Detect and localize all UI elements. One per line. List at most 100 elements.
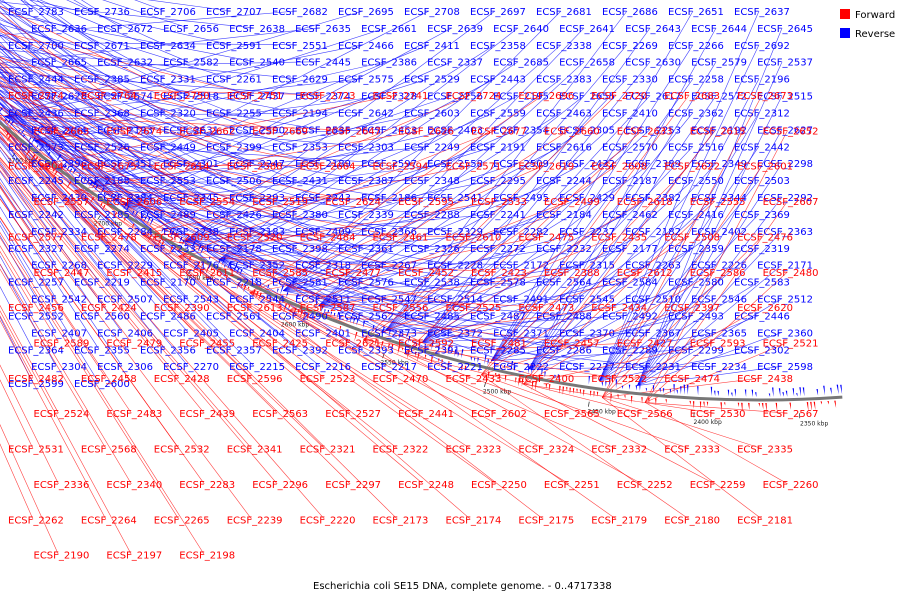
forward-feature [152, 236, 156, 241]
connector-line [36, 0, 100, 46]
reverse-feature [17, 129, 20, 134]
reverse-feature [454, 349, 457, 357]
feature-label: ECSF_2198 [179, 551, 235, 562]
connector-line [523, 383, 715, 485]
reverse-feature [683, 384, 685, 395]
connector-line [0, 46, 255, 164]
connector-line [0, 56, 252, 166]
feature-label: ECSF_2533 [471, 197, 527, 208]
connector-line [644, 130, 788, 403]
connector-line [39, 164, 398, 520]
forward-feature [723, 402, 726, 406]
reverse-feature [31, 137, 36, 145]
feature-label: ECSF_2677 [471, 126, 527, 137]
connector-line [123, 204, 453, 232]
forward-feature [226, 275, 228, 280]
feature-label: ECSF_2537 [757, 58, 813, 69]
feature-label: ECSF_2656 [163, 24, 219, 35]
connector-line [0, 32, 232, 147]
connector-line [185, 241, 496, 249]
connector-line [0, 44, 179, 166]
forward-feature [157, 239, 162, 247]
connector-line [528, 230, 717, 370]
connector-line [598, 44, 760, 382]
feature-label: ECSF_2179 [591, 515, 647, 526]
connector-line [92, 182, 430, 282]
connector-line [141, 165, 471, 235]
forward-feature [430, 356, 433, 366]
connector-line [0, 2, 123, 96]
connector-line [385, 179, 628, 331]
connector-line [288, 200, 570, 311]
feature-label: ECSF_2283 [179, 480, 235, 491]
feature-label: ECSF_2560 [74, 311, 130, 322]
forward-feature [706, 401, 709, 407]
feature-label: ECSF_2398 [272, 244, 328, 255]
connector-line [0, 116, 123, 265]
feature-label: ECSF_2491 [493, 295, 549, 306]
forward-feature [188, 256, 192, 262]
feature-label: ECSF_2629 [272, 75, 328, 86]
connector-line [0, 170, 100, 316]
reverse-feature [66, 166, 70, 172]
feature-label: ECSF_2490 [272, 311, 328, 322]
forward-feature [401, 347, 404, 351]
feature-label: ECSF_2585 [252, 268, 308, 279]
feature-label: ECSF_2583 [734, 278, 790, 289]
feature-label: ECSF_2256 [427, 92, 483, 103]
reverse-feature [134, 211, 139, 218]
reverse-feature [802, 387, 805, 397]
feature-label: ECSF_2526 [74, 142, 130, 153]
reverse-feature [717, 390, 719, 397]
feature-label: ECSF_2426 [206, 210, 262, 221]
connector-line [0, 63, 107, 166]
feature-label: ECSF_2248 [398, 480, 454, 491]
feature-label: ECSF_2634 [140, 41, 196, 52]
reverse-feature [20, 129, 25, 136]
forward-feature [266, 295, 269, 301]
connector-line [178, 255, 497, 414]
feature-label: ECSF_2579 [691, 58, 747, 69]
feature-label: ECSF_2370 [559, 328, 615, 339]
feature-label: ECSF_2503 [734, 176, 790, 187]
forward-feature [827, 401, 829, 405]
connector-line [385, 44, 628, 331]
forward-feature [720, 402, 722, 412]
reverse-feature [330, 311, 333, 316]
forward-feature [590, 390, 592, 397]
connector-line [0, 159, 180, 379]
feature-label: ECSF_2604 [8, 162, 64, 173]
feature-label: ECSF_2410 [602, 109, 658, 120]
connector-line [249, 94, 544, 294]
reverse-feature [170, 230, 175, 239]
feature-label: ECSF_2616 [536, 142, 592, 153]
connector-line [0, 83, 298, 249]
feature-label: ECSF_2645 [757, 24, 813, 35]
feature-label: ECSF_2576 [338, 278, 394, 289]
forward-feature [566, 387, 568, 392]
feature-label: ECSF_2241 [470, 210, 526, 221]
feature-label: ECSF_2424 [81, 303, 137, 314]
feature-label: ECSF_2361 [338, 244, 394, 255]
feature-label: ECSF_2567 [763, 409, 819, 420]
connector-line [523, 383, 715, 414]
forward-feature [648, 397, 650, 405]
connector-line [644, 342, 788, 403]
reverse-feature [697, 386, 699, 396]
reverse-feature [4, 118, 7, 123]
feature-label: ECSF_2369 [734, 210, 790, 221]
connector-line [20, 0, 166, 79]
reverse-feature [744, 389, 747, 397]
reverse-feature [823, 385, 825, 396]
feature-label: ECSF_2479 [106, 339, 162, 350]
reverse-feature [80, 177, 83, 182]
connector-line [218, 259, 519, 299]
feature-label: ECSF_2697 [470, 7, 526, 18]
reverse-feature [474, 357, 476, 362]
feature-label: ECSF_2591 [206, 41, 262, 52]
feature-label: ECSF_2355 [74, 345, 130, 356]
feature-label: ECSF_2478 [81, 232, 137, 243]
feature-label: ECSF_2655 [559, 92, 615, 103]
feature-label: ECSF_2363 [757, 227, 813, 238]
reverse-feature [100, 187, 105, 195]
